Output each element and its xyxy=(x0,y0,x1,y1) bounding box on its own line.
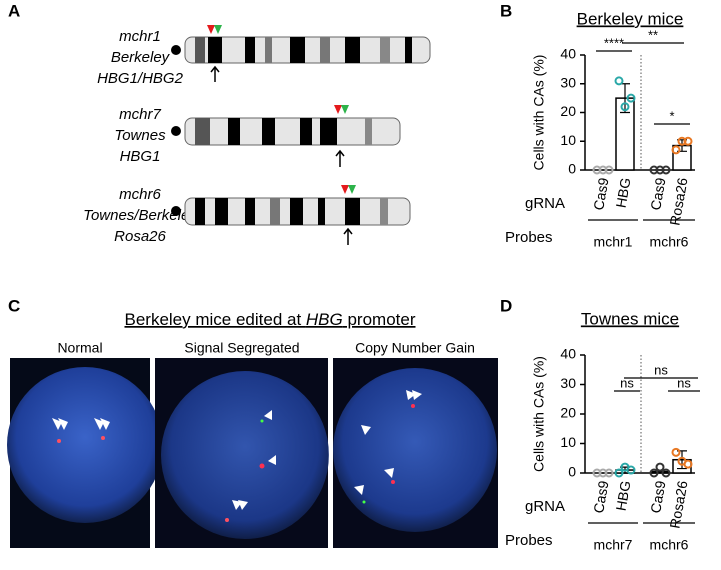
y-tick-label: 40 xyxy=(560,46,576,62)
image-caption: Signal Segregated xyxy=(184,340,299,356)
panel-label: A xyxy=(8,1,20,20)
label: Townes xyxy=(114,127,166,144)
panel-label: B xyxy=(500,1,512,20)
panel-label: C xyxy=(8,296,20,315)
y-tick-label: 30 xyxy=(560,74,576,90)
data-point xyxy=(671,145,681,155)
y-axis-label: Cells with CAs (%) xyxy=(531,55,547,171)
data-point xyxy=(661,468,671,478)
data-point xyxy=(671,447,681,457)
data-point xyxy=(655,462,665,472)
label: Rosa26 xyxy=(114,228,166,245)
data-point xyxy=(604,468,614,478)
label: Townes/Berkeley xyxy=(83,207,198,224)
category-label: HBG xyxy=(613,479,634,512)
y-tick-label: 40 xyxy=(560,346,576,362)
significance-label: ns xyxy=(654,362,668,377)
chart-title: Townes mice xyxy=(581,309,679,328)
data-point xyxy=(626,465,636,475)
probe-label: mchr6 xyxy=(650,537,689,553)
label: mchr7 xyxy=(119,106,161,123)
y-tick-label: 20 xyxy=(560,405,576,421)
label: mchr1 xyxy=(119,28,161,45)
probe-label: mchr7 xyxy=(594,537,633,553)
data-point xyxy=(626,93,636,103)
significance-label: * xyxy=(669,108,674,123)
image-caption: Copy Number Gain xyxy=(355,340,475,356)
row-label: Probes xyxy=(505,532,553,549)
y-tick-label: 30 xyxy=(560,375,576,391)
data-point xyxy=(604,165,614,175)
probe-label: mchr1 xyxy=(594,234,633,250)
title-part: Berkeley mice edited at xyxy=(124,310,305,329)
category-label: Cas9 xyxy=(590,176,611,211)
significance-label: ** xyxy=(648,27,658,42)
label: HBG1/HBG2 xyxy=(97,70,184,87)
label: Berkeley xyxy=(111,49,171,66)
y-tick-label: 20 xyxy=(560,103,576,119)
y-tick-label: 10 xyxy=(560,434,576,450)
category-label: Cas9 xyxy=(590,479,611,514)
significance-label: ns xyxy=(620,375,634,390)
chart-title: Berkeley mice xyxy=(577,9,684,28)
panel-label: D xyxy=(500,296,512,315)
category-label: Cas9 xyxy=(647,176,668,211)
data-point xyxy=(649,468,659,478)
data-point xyxy=(620,102,630,112)
y-tick-label: 0 xyxy=(568,464,576,480)
data-point xyxy=(614,468,624,478)
chromosome-labels: mchr1 Berkeley HBG1/HBG2 mchr7 Townes HB… xyxy=(83,28,198,245)
y-axis-label: Cells with CAs (%) xyxy=(531,356,547,472)
panel-c-title: Berkeley mice edited at HBG promoter xyxy=(124,310,415,329)
micrographs xyxy=(7,358,498,548)
category-label: Cas9 xyxy=(647,479,668,514)
category-label: Rosa26 xyxy=(666,479,690,530)
y-tick-label: 0 xyxy=(568,161,576,177)
data-point xyxy=(661,165,671,175)
category-label: Rosa26 xyxy=(666,176,690,227)
row-label: Probes xyxy=(505,229,553,246)
data-point xyxy=(683,136,693,146)
y-tick-label: 10 xyxy=(560,132,576,148)
data-point xyxy=(614,76,624,86)
row-label: gRNA xyxy=(525,498,565,515)
category-label: HBG xyxy=(613,176,634,209)
image-caption: Normal xyxy=(57,340,102,356)
label: HBG1 xyxy=(120,148,161,165)
probe-label: mchr6 xyxy=(650,234,689,250)
significance-label: **** xyxy=(604,35,624,50)
row-label: gRNA xyxy=(525,195,565,212)
title-part: promoter xyxy=(343,310,416,329)
chromosome-ideograms xyxy=(171,25,431,245)
label: mchr6 xyxy=(119,186,161,203)
title-part: HBG xyxy=(306,310,343,329)
significance-label: ns xyxy=(677,375,691,390)
data-point xyxy=(683,459,693,469)
